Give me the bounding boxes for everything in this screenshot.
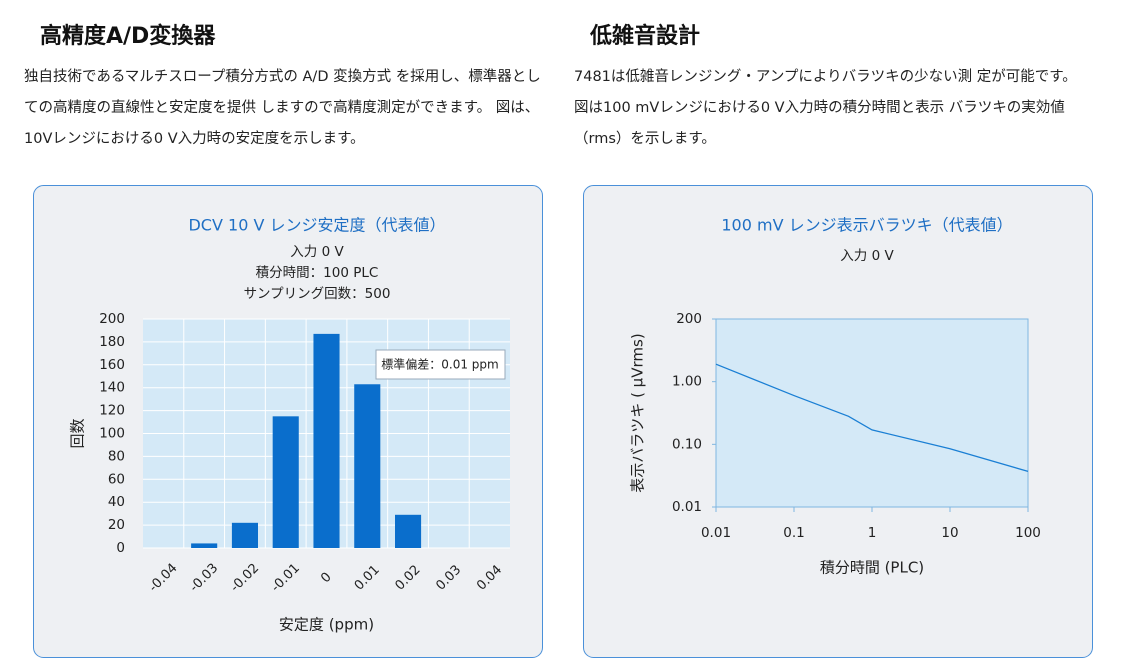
- y-tick-label: 80: [108, 448, 125, 464]
- bar: [354, 384, 381, 548]
- y-tick-label: 180: [99, 334, 125, 350]
- plot-area: [715, 318, 1029, 508]
- y-tick-label: 0.01: [672, 499, 702, 515]
- y-axis-label: 表示バラツキ ( μVrms): [629, 333, 647, 492]
- heading: 低雑音設計: [590, 24, 701, 49]
- x-tick-label: 0.1: [783, 525, 804, 541]
- chart-subtitle: サンプリング回数：500: [244, 286, 391, 302]
- line: [715, 363, 1029, 473]
- y-tick-label: 40: [108, 494, 125, 510]
- y-tick-label: 160: [99, 357, 125, 373]
- y-tick-label: 120: [99, 403, 125, 419]
- body-text: 7481は低雑音レンジング・アンプによりバラツキの少ない測 定が可能です。 図は…: [574, 69, 1077, 147]
- bar: [191, 543, 218, 548]
- y-tick-label: 200: [99, 311, 125, 327]
- y-tick-label: 140: [99, 380, 125, 396]
- x-axis-label: 安定度 (ppm): [279, 616, 374, 634]
- chart-subtitle: 積分時間：100 PLC: [256, 265, 379, 281]
- bar: [395, 514, 422, 548]
- x-tick-label: 10: [941, 525, 958, 541]
- annotation: 標準偏差：0.01 ppm: [381, 357, 498, 372]
- x-tick-label: 100: [1015, 525, 1041, 541]
- x-tick-label: 0.01: [701, 525, 731, 541]
- x-tick-label: 1: [868, 525, 877, 541]
- chart-title: DCV 10 V レンジ安定度（代表値）: [188, 216, 445, 235]
- annotation-box: [375, 349, 506, 380]
- y-tick-label: 0: [116, 540, 125, 556]
- y-axis-label: 回数: [69, 418, 87, 448]
- y-tick-label: 200: [676, 311, 702, 327]
- bar: [231, 522, 258, 548]
- heading: 高精度A/D変換器: [40, 24, 216, 49]
- bar: [272, 416, 299, 548]
- bar: [313, 333, 340, 548]
- y-tick-label: 1.00: [672, 374, 702, 390]
- chart-title: 100 mV レンジ表示バラツキ（代表値）: [721, 216, 1012, 235]
- body-text: 独自技術であるマルチスロープ積分方式の A/D 変換方式 を採用し、標準器として…: [24, 69, 541, 147]
- y-tick-label: 100: [99, 426, 125, 442]
- y-tick-label: 20: [108, 517, 125, 533]
- chart-subtitle: 入力 0 V: [840, 248, 894, 264]
- y-tick-label: 0.10: [672, 436, 702, 452]
- chart-subtitle: 入力 0 V: [290, 244, 344, 260]
- x-axis-label: 積分時間 (PLC): [820, 559, 924, 577]
- y-tick-label: 60: [108, 471, 125, 487]
